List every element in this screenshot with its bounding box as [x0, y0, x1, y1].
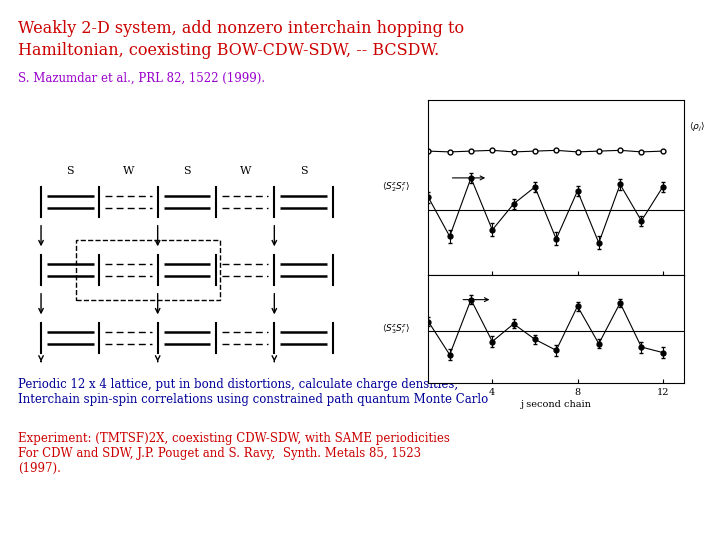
Text: S. Mazumdar et al., PRL 82, 1522 (1999).: S. Mazumdar et al., PRL 82, 1522 (1999). [18, 72, 265, 85]
Text: For CDW and SDW, J.P. Pouget and S. Ravy,  Synth. Metals 85, 1523: For CDW and SDW, J.P. Pouget and S. Ravy… [18, 447, 421, 460]
Text: Periodic 12 x 4 lattice, put in bond distortions, calculate charge densities,: Periodic 12 x 4 lattice, put in bond dis… [18, 378, 458, 391]
Text: S: S [300, 165, 307, 176]
Text: $\langle S_3^z S_i^z\rangle$: $\langle S_3^z S_i^z\rangle$ [382, 322, 410, 336]
Text: Weakly 2-D system, add nonzero interchain hopping to: Weakly 2-D system, add nonzero interchai… [18, 20, 464, 37]
Text: W: W [240, 165, 251, 176]
Text: Experiment: (TMTSF)2X, coexisting CDW-SDW, with SAME periodicities: Experiment: (TMTSF)2X, coexisting CDW-SD… [18, 432, 450, 445]
Text: $\langle\rho_j\rangle$: $\langle\rho_j\rangle$ [689, 121, 705, 134]
Text: W: W [123, 165, 134, 176]
Bar [76, 240, 220, 300]
Text: (1997).: (1997). [18, 462, 61, 475]
X-axis label: j second chain: j second chain [521, 400, 592, 409]
Text: S: S [183, 165, 191, 176]
Text: Interchain spin-spin correlations using constrained path quantum Monte Carlo: Interchain spin-spin correlations using … [18, 393, 488, 406]
Text: Hamiltonian, coexisting BOW-CDW-SDW, -- BCSDW.: Hamiltonian, coexisting BOW-CDW-SDW, -- … [18, 42, 439, 59]
Text: S: S [66, 165, 74, 176]
Text: $\langle S_2^z S_i^z\rangle$: $\langle S_2^z S_i^z\rangle$ [382, 181, 410, 194]
